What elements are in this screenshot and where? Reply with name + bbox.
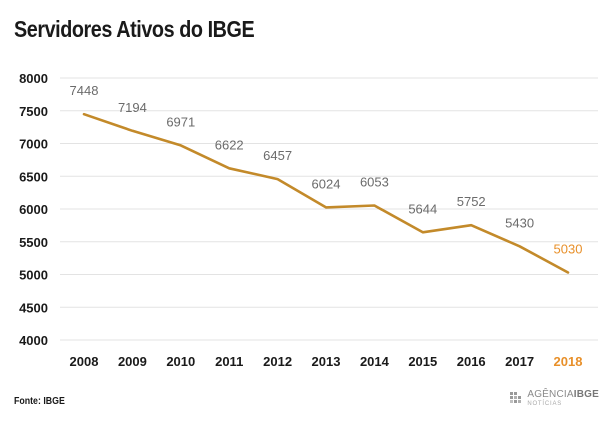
y-tick-label: 6000: [19, 202, 48, 217]
x-tick-label: 2018: [554, 354, 583, 369]
x-tick-label: 2010: [166, 354, 195, 369]
x-tick-label: 2011: [215, 354, 243, 369]
data-label: 7194: [118, 100, 147, 115]
source-note: Fonte: IBGE: [14, 396, 65, 407]
y-tick-label: 5500: [19, 235, 48, 250]
x-tick-label: 2015: [408, 354, 437, 369]
y-tick-label: 6500: [19, 169, 48, 184]
x-tick-label: 2013: [312, 354, 341, 369]
y-tick-label: 5000: [19, 268, 48, 283]
data-label: 6457: [263, 148, 292, 163]
y-tick-label: 7000: [19, 137, 48, 152]
data-label: 6622: [215, 137, 244, 152]
data-label: 6053: [360, 175, 389, 190]
agencia-ibge-logo: AGÊNCIAIBGE NOTÍCIAS: [510, 390, 599, 407]
y-tick-label: 7500: [19, 104, 48, 119]
x-tick-label: 2012: [263, 354, 292, 369]
data-label: 5430: [505, 215, 534, 230]
ibge-logo-icon: [510, 391, 522, 403]
x-tick-label: 2016: [457, 354, 486, 369]
data-label: 6024: [312, 176, 341, 191]
y-tick-label: 4500: [19, 300, 48, 315]
x-tick-label: 2009: [118, 354, 147, 369]
series-line: [82, 112, 570, 274]
x-tick-label: 2014: [360, 354, 390, 369]
x-tick-label: 2017: [505, 354, 534, 369]
logo-brand: IBGE: [573, 389, 599, 400]
data-label: 6971: [166, 114, 195, 129]
line-chart: 4000 4500 5000 5500 6000 6500 7000 7500 8000 2008…: [19, 71, 598, 369]
data-label: 5644: [408, 201, 437, 216]
x-tick-label: 2008: [70, 354, 99, 369]
data-label: 7448: [70, 83, 99, 98]
logo-word: AGÊNCIA: [527, 389, 574, 400]
chart-title: Servidores Ativos do IBGE: [14, 16, 255, 42]
y-tick-label: 8000: [19, 71, 48, 86]
data-label: 5030: [554, 242, 583, 257]
data-label: 5752: [457, 194, 486, 209]
logo-subtitle: NOTÍCIAS: [527, 401, 563, 407]
y-tick-label: 4000: [19, 333, 48, 348]
